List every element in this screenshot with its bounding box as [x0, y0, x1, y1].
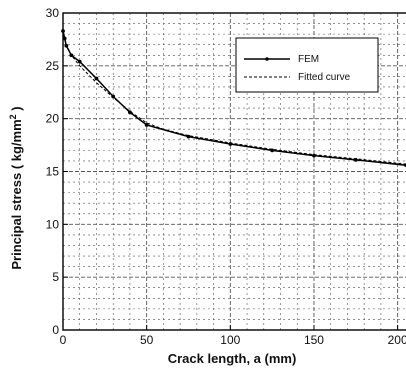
y-tick-label: 15 — [46, 165, 60, 179]
fem-data-point — [77, 59, 82, 64]
plot-frame — [62, 12, 406, 331]
y-tick-label: 30 — [46, 6, 60, 20]
y-axis-label-sup: 2 — [8, 114, 18, 119]
x-tick-label: 50 — [140, 333, 154, 347]
legend: FEM Fitted curve — [235, 37, 379, 93]
fem-data-point — [144, 123, 149, 127]
x-tick-label: 200 — [388, 333, 406, 347]
grid — [63, 13, 406, 330]
series-line-fitted — [62, 33, 406, 165]
y-tick-label: 5 — [52, 270, 59, 284]
x-tick-label: 150 — [304, 333, 324, 347]
y-tick-label: 0 — [52, 323, 59, 337]
series — [61, 29, 406, 168]
y-axis-label-end: ) — [9, 106, 24, 114]
x-tick-label: 100 — [220, 333, 240, 347]
y-tick-label: 25 — [46, 59, 60, 73]
y-tick-label: 20 — [46, 112, 60, 126]
x-tick-label: 0 — [60, 333, 67, 347]
y-axis-label-main: Principal stress ( kg/mm — [9, 119, 24, 269]
fem-data-point — [111, 94, 116, 99]
legend-fem-label: FEM — [298, 54, 319, 65]
x-axis-label: Crack length, a (mm) — [168, 351, 297, 366]
legend-fem-marker — [265, 57, 269, 61]
legend-fitted-label: Fitted curve — [298, 72, 351, 83]
fem-data-point — [62, 36, 67, 41]
y-axis-label: Principal stress ( kg/mm2 ) — [8, 106, 24, 269]
fem-data-point — [128, 110, 132, 115]
fem-data-point — [94, 76, 99, 81]
y-tick-label: 10 — [46, 217, 60, 231]
legend-box — [235, 37, 379, 93]
